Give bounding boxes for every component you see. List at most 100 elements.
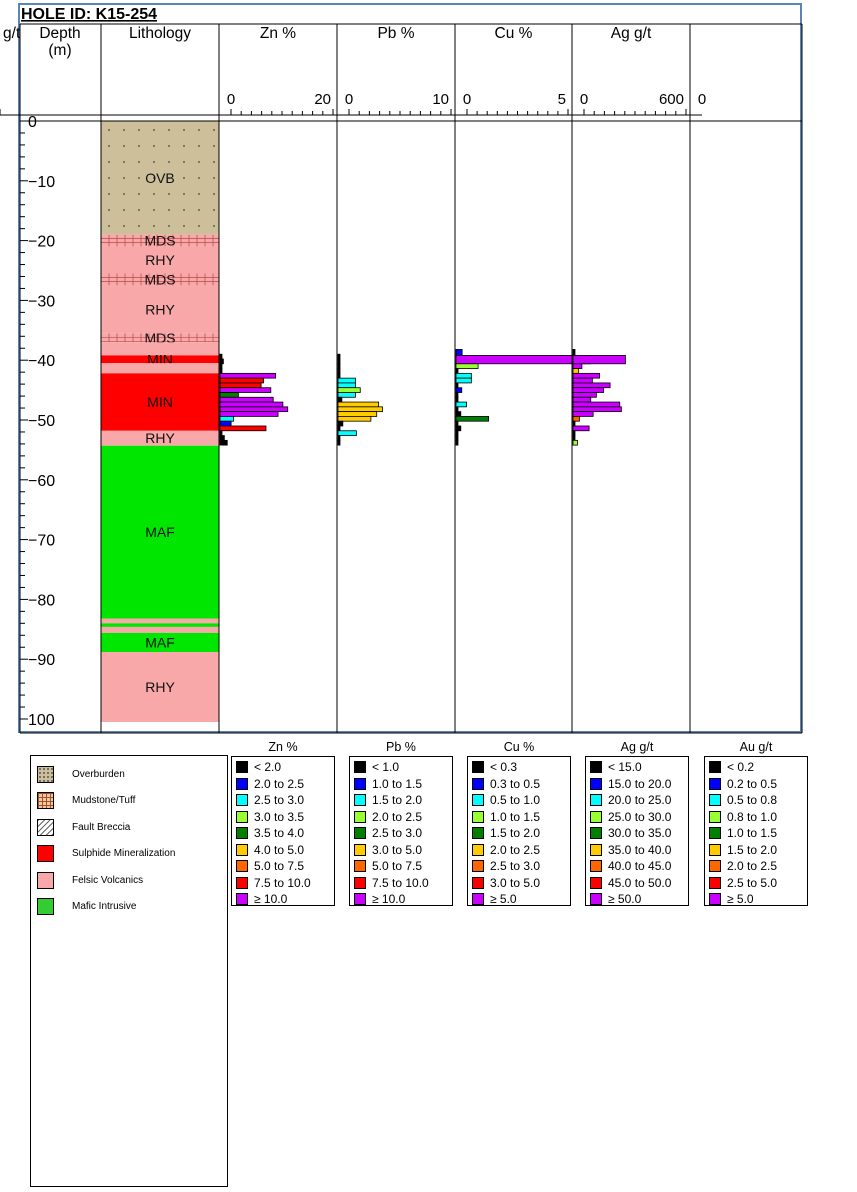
grade-swatch: [709, 761, 721, 773]
grade-range-label: 1.5 to 2.0: [490, 826, 541, 840]
assay-bar: [337, 396, 343, 403]
lithology-label: RHY: [145, 679, 175, 695]
grade-swatch: [236, 860, 248, 872]
assay-bar: [219, 401, 284, 408]
grade-legend-row: 1.5 to 2.0: [709, 842, 777, 858]
grade-range-label: 20.0 to 25.0: [608, 793, 672, 807]
grade-legend-row: 1.0 to 1.5: [472, 809, 540, 825]
overburden-dot: [108, 129, 110, 131]
grade-swatch: [590, 860, 602, 872]
assay-bar: [572, 420, 576, 427]
grade-legend-row: 7.5 to 10.0: [354, 875, 429, 891]
grade-legend-row: < 0.2: [709, 759, 754, 775]
overburden-dot: [168, 193, 170, 195]
lithology-legend-item: Sulphide Mineralization: [37, 841, 175, 867]
grade-swatch: [472, 843, 484, 856]
assay-bar: [455, 401, 467, 408]
lithology-unit-rhy: [101, 246, 219, 274]
overburden-dot: [138, 209, 140, 211]
assay-bar: [455, 439, 459, 446]
overburden-dot: [153, 209, 155, 211]
grade-legend-row: 35.0 to 40.0: [590, 842, 671, 858]
lithology-unit-rhy: [101, 430, 219, 446]
overburden-dot: [198, 209, 200, 211]
lithology-legend-item: Mafic Intrusive: [37, 894, 136, 920]
assay-bar: [455, 406, 459, 413]
grade-swatch: [236, 794, 248, 806]
lithology-legend-label: Mudstone/Tuff: [72, 795, 136, 806]
overburden-dot: [168, 209, 170, 211]
lithology-swatch: [37, 845, 54, 862]
grade-range-label: 0.5 to 0.8: [727, 793, 778, 807]
grade-range-label: 1.5 to 2.0: [727, 842, 778, 857]
grade-swatch: [709, 810, 721, 823]
series-header: Zn %: [260, 25, 296, 42]
assay-bar: [219, 430, 223, 436]
grade-swatch: [472, 777, 484, 790]
grade-swatch: [709, 794, 721, 806]
grade-legend-title: Au g/t: [739, 740, 773, 754]
grade-legend-row: 3.0 to 3.5: [236, 809, 304, 825]
grade-range-label: 30.0 to 35.0: [608, 826, 672, 840]
grade-swatch: [236, 843, 248, 856]
assay-bar: [337, 387, 361, 393]
overburden-dot: [183, 145, 185, 147]
lithology-unit-rhy: [101, 285, 219, 334]
lithology-label: RHY: [145, 252, 175, 268]
overburden-dot: [108, 193, 110, 195]
grade-swatch: [590, 794, 602, 806]
assay-bar: [455, 435, 459, 441]
grade-swatch: [472, 761, 484, 773]
grade-range-label: 2.5 to 5.0: [727, 875, 778, 890]
grade-range-label: 0.2 to 0.5: [727, 776, 778, 791]
grade-legend-row: ≥ 10.0: [236, 891, 287, 907]
assay-bar: [572, 435, 576, 441]
grade-legend-row: 2.0 to 2.5: [354, 809, 422, 825]
assay-bar: [455, 430, 459, 436]
lithology-legend-label: Fault Breccia: [72, 821, 131, 833]
overburden-dot: [123, 225, 125, 227]
overburden-dot: [138, 161, 140, 163]
assay-bar: [455, 368, 459, 374]
assay-bar: [455, 377, 472, 384]
overburden-dot: [108, 209, 110, 211]
grade-swatch: [472, 810, 484, 823]
grade-range-label: 1.0 to 1.5: [490, 809, 541, 824]
assay-bar: [455, 425, 462, 432]
grade-legend-row: 2.5 to 5.0: [709, 875, 777, 891]
grade-swatch: [354, 810, 366, 823]
assay-bar: [572, 430, 576, 436]
grade-swatch: [354, 794, 366, 806]
grade-swatch: [472, 893, 484, 905]
grade-legend-row: 1.5 to 2.0: [354, 792, 422, 808]
grade-legend-row: 3.0 to 5.0: [472, 875, 540, 891]
overburden-dot: [198, 177, 200, 179]
grade-swatch: [590, 777, 602, 790]
assay-bar: [337, 372, 341, 379]
assay-bar: [455, 382, 459, 389]
lithology-unit-rhy: [101, 652, 219, 722]
overburden-dot: [168, 161, 170, 163]
grade-legend-row: < 2.0: [236, 759, 281, 775]
overburden-dot: [183, 177, 185, 179]
grade-legend-row: 15.0 to 20.0: [590, 776, 671, 792]
assay-bar: [337, 439, 341, 446]
assay-bar: [219, 382, 262, 389]
overburden-dot: [213, 225, 215, 227]
grade-legend-1: < 1.0 1.0 to 1.5 1.5 to 2.0 2.0 to 2.5 2.5 t…: [349, 756, 453, 906]
overburden-dot: [168, 129, 170, 131]
grade-legend-2: < 0.3 0.3 to 0.5 0.5 to 1.0 1.0 to 1.5 1.5 t…: [467, 756, 571, 906]
lithology-legend-item: Fault Breccia: [37, 814, 130, 840]
grade-range-label: 5.0 to 7.5: [254, 859, 305, 873]
grade-legend-row: 2.0 to 2.5: [709, 858, 777, 874]
assay-bar: [337, 382, 356, 389]
overburden-dot: [213, 193, 215, 195]
assay-bar: [455, 420, 459, 427]
series-header: Au g/t: [0, 25, 21, 42]
lithology-swatch: [37, 871, 54, 889]
assay-bar: [572, 363, 583, 369]
depth-tick-label: −40: [28, 353, 55, 370]
lithology-unit-rhy: [101, 626, 219, 633]
series-header: Cu %: [495, 25, 533, 42]
overburden-dot: [183, 225, 185, 227]
